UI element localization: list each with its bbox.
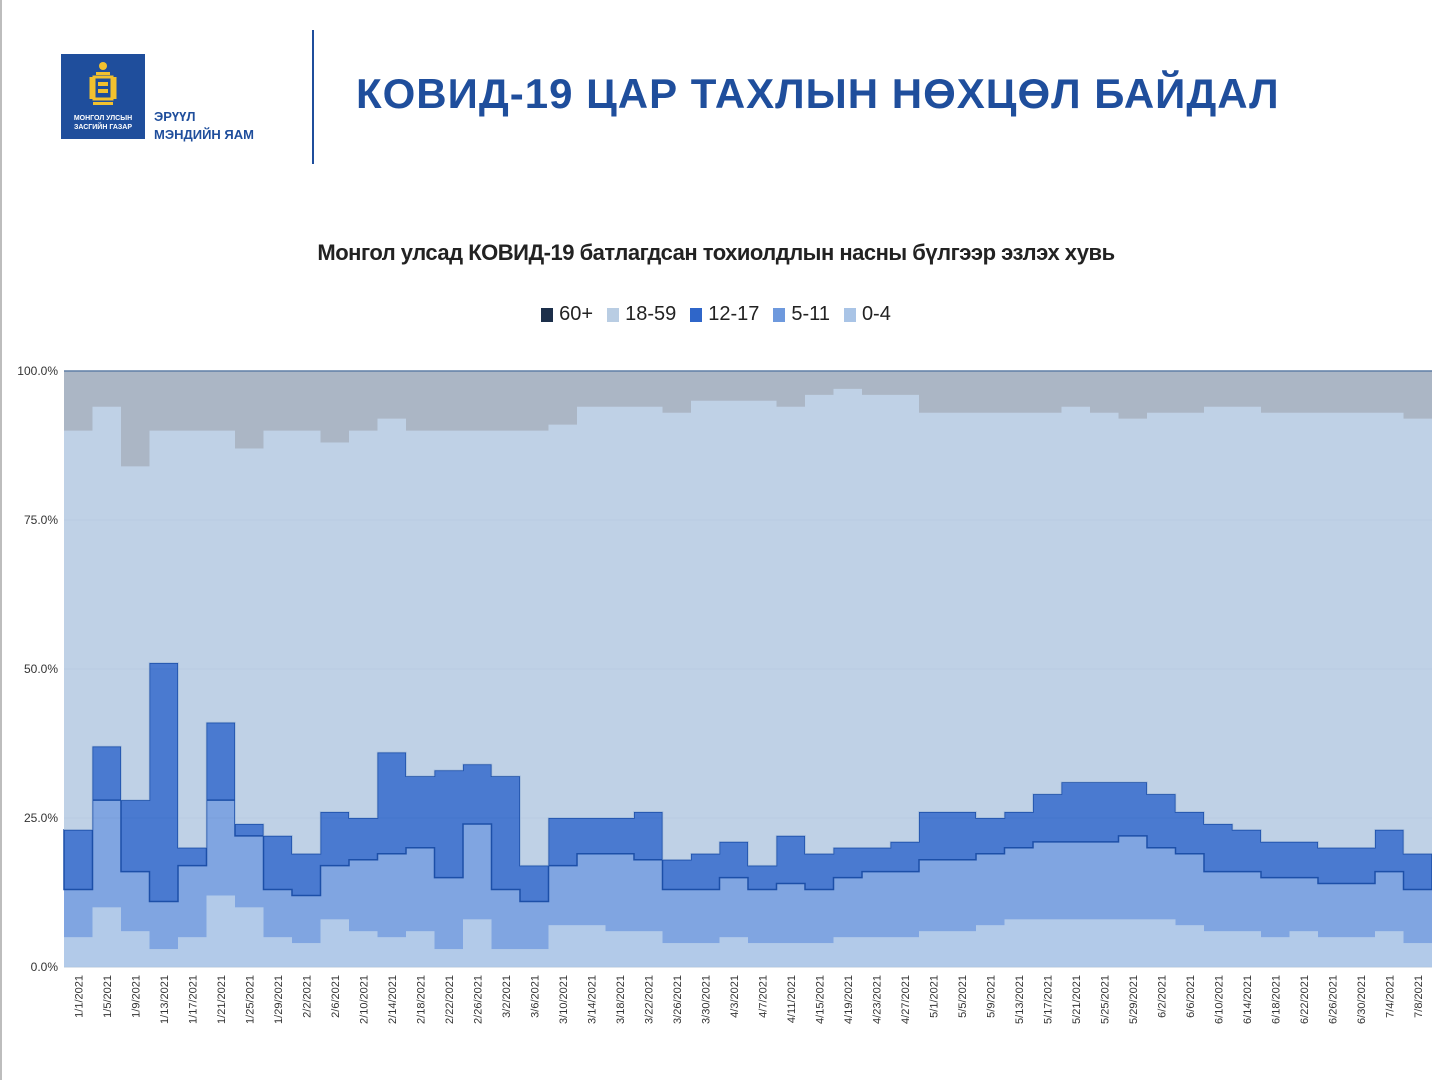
x-tick-label: 1/13/2021 xyxy=(159,975,171,1024)
x-tick-label: 3/2/2021 xyxy=(501,975,513,1018)
x-tick-label: 2/6/2021 xyxy=(330,975,342,1018)
x-tick-label: 1/5/2021 xyxy=(102,975,114,1018)
chart-legend: 60+ 18-59 12-17 5-11 0-4 xyxy=(0,303,1432,326)
legend-label: 12-17 xyxy=(708,303,760,325)
legend-swatch xyxy=(541,307,554,322)
x-tick-label: 6/2/2021 xyxy=(1156,975,1168,1018)
x-tick-label: 4/7/2021 xyxy=(757,975,769,1018)
legend-label: 18-59 xyxy=(625,303,677,325)
legend-label: 60+ xyxy=(559,303,594,325)
x-tick-label: 4/3/2021 xyxy=(729,975,741,1018)
x-tick-label: 5/9/2021 xyxy=(985,975,997,1018)
logo-caption-line1: МОНГОЛ УЛСЫН xyxy=(73,115,133,122)
x-tick-label: 3/6/2021 xyxy=(529,975,541,1018)
x-tick-label: 5/1/2021 xyxy=(928,975,940,1018)
x-tick-label: 6/6/2021 xyxy=(1185,975,1197,1018)
slide-frame-edge xyxy=(0,0,2,1080)
y-tick-label: 25.0% xyxy=(24,811,58,825)
ministry-name: ЭРҮҮЛ МЭНДИЙН ЯАМ xyxy=(154,108,254,144)
page-title: КОВИД-19 ЦАР ТАХЛЫН НӨХЦӨЛ БАЙДАЛ xyxy=(356,70,1280,117)
x-tick-label: 1/9/2021 xyxy=(130,975,142,1018)
x-tick-label: 6/22/2021 xyxy=(1299,975,1311,1024)
x-tick-label: 6/18/2021 xyxy=(1270,975,1282,1024)
legend-item-12-17: 12-17 xyxy=(690,303,759,326)
x-tick-label: 7/4/2021 xyxy=(1384,975,1396,1018)
x-tick-label: 6/14/2021 xyxy=(1242,975,1254,1024)
x-tick-label: 4/11/2021 xyxy=(786,975,798,1023)
legend-item-60plus: 60+ xyxy=(541,303,593,326)
x-tick-label: 6/26/2021 xyxy=(1327,975,1339,1024)
x-tick-label: 1/25/2021 xyxy=(244,975,256,1024)
logo-caption: МОНГОЛ УЛСЫН ЗАСГИЙН ГАЗАР xyxy=(63,114,143,132)
soyombo-emblem-icon xyxy=(89,62,117,105)
x-tick-label: 1/29/2021 xyxy=(273,975,285,1024)
header-divider xyxy=(312,30,314,164)
series-area-18-59 xyxy=(64,388,1432,866)
x-tick-label: 3/18/2021 xyxy=(615,975,627,1024)
x-tick-label: 5/17/2021 xyxy=(1042,975,1054,1024)
x-tick-label: 7/8/2021 xyxy=(1413,975,1425,1018)
legend-swatch xyxy=(843,307,856,322)
government-logo: МОНГОЛ УЛСЫН ЗАСГИЙН ГАЗАР xyxy=(61,54,145,139)
x-tick-label: 3/26/2021 xyxy=(672,975,684,1024)
x-tick-label: 1/17/2021 xyxy=(187,975,199,1024)
x-tick-label: 3/22/2021 xyxy=(643,975,655,1024)
logo-caption-line2: ЗАСГИЙН ГАЗАР xyxy=(73,124,133,131)
x-tick-label: 1/21/2021 xyxy=(216,975,228,1024)
slide-header: МОНГОЛ УЛСЫН ЗАСГИЙН ГАЗАР ЭРҮҮЛ МЭНДИЙН… xyxy=(0,0,1432,190)
series-area-5-11 xyxy=(64,800,1432,950)
x-tick-label: 2/14/2021 xyxy=(387,975,399,1024)
x-tick-label: 2/18/2021 xyxy=(415,975,427,1024)
series-area-60+ xyxy=(64,371,1432,467)
x-tick-label: 5/25/2021 xyxy=(1099,975,1111,1024)
legend-label: 5-11 xyxy=(791,303,830,325)
x-tick-label: 4/15/2021 xyxy=(814,975,826,1024)
x-tick-label: 2/10/2021 xyxy=(358,975,370,1024)
x-tick-label: 2/26/2021 xyxy=(472,975,484,1024)
legend-item-0-4: 0-4 xyxy=(843,303,891,326)
x-tick-label: 4/23/2021 xyxy=(871,975,883,1024)
x-tick-label: 6/10/2021 xyxy=(1213,975,1225,1024)
ministry-name-line2: МЭНДИЙН ЯАМ xyxy=(154,127,254,142)
x-tick-label: 1/1/2021 xyxy=(73,975,85,1018)
x-tick-label: 3/30/2021 xyxy=(700,975,712,1024)
age-group-stacked-area-chart: 0.0% 25.0% 50.0% 75.0% 100.0% 1/1/2021 1/5/202… xyxy=(17,364,1432,1024)
x-tick-label: 3/10/2021 xyxy=(558,975,570,1024)
x-tick-label: 5/13/2021 xyxy=(1014,975,1026,1024)
y-tick-label: 0.0% xyxy=(31,960,59,974)
legend-item-18-59: 18-59 xyxy=(607,303,676,326)
x-tick-label: 5/21/2021 xyxy=(1071,975,1083,1024)
legend-swatch xyxy=(773,307,786,322)
legend-label: 0-4 xyxy=(861,303,891,325)
x-tick-label: 2/22/2021 xyxy=(444,975,456,1024)
legend-swatch xyxy=(607,307,620,322)
x-tick-label: 2/2/2021 xyxy=(301,975,313,1018)
x-tick-label: 5/29/2021 xyxy=(1128,975,1140,1024)
y-tick-label: 100.0% xyxy=(17,364,58,378)
y-tick-label: 50.0% xyxy=(24,662,58,676)
x-tick-label: 5/5/2021 xyxy=(957,975,969,1018)
x-tick-label: 4/27/2021 xyxy=(900,975,912,1024)
ministry-name-line1: ЭРҮҮЛ xyxy=(154,109,196,124)
x-tick-label: 3/14/2021 xyxy=(586,975,598,1024)
legend-item-5-11: 5-11 xyxy=(773,303,830,326)
x-tick-label: 6/30/2021 xyxy=(1356,975,1368,1024)
chart-title: Монгол улсад КОВИД-19 батлагдсан тохиолд… xyxy=(317,240,1115,265)
x-tick-label: 4/19/2021 xyxy=(843,975,855,1024)
series-area-0-4 xyxy=(64,895,1432,967)
legend-swatch xyxy=(690,307,703,322)
y-tick-label: 75.0% xyxy=(24,513,58,527)
